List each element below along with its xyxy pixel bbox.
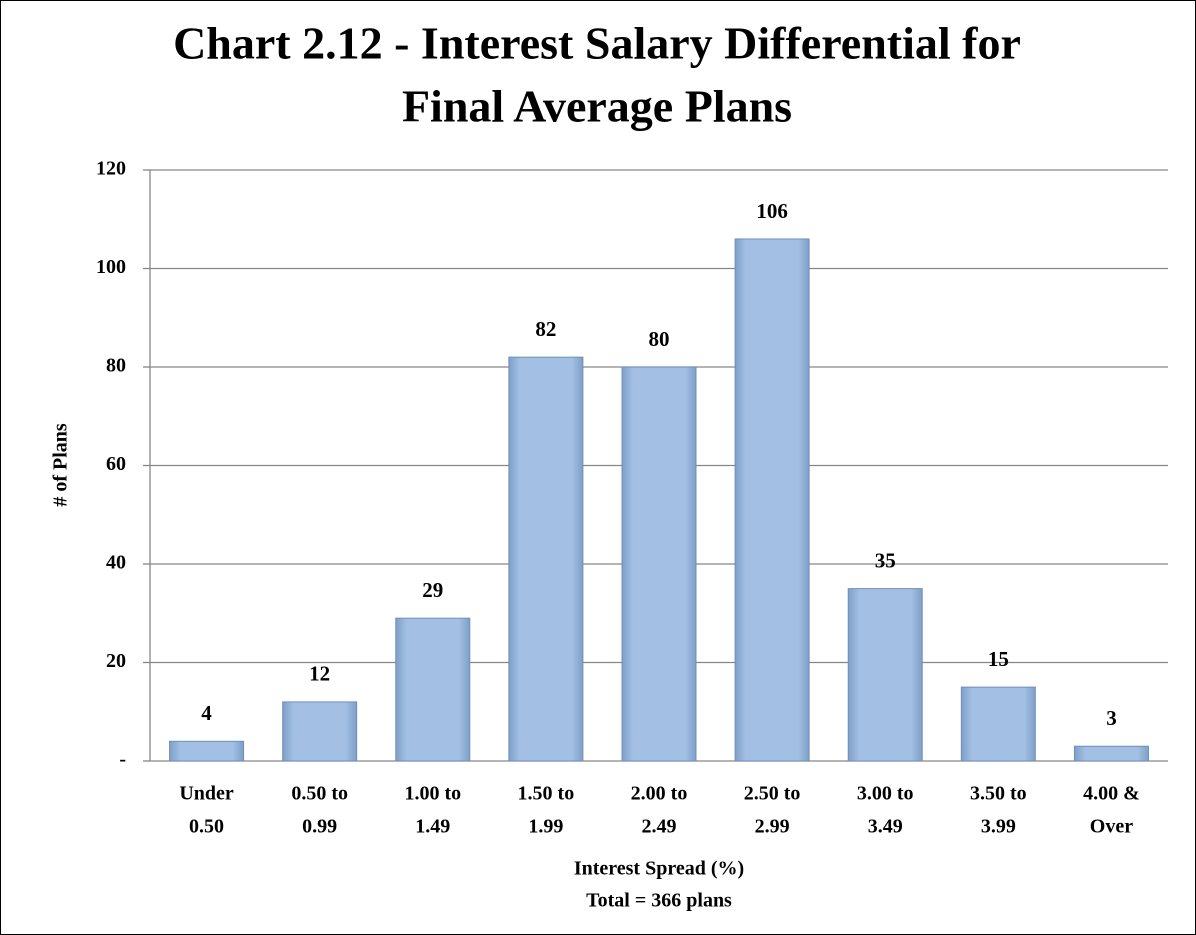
x-tick-label: 0.99 [302,816,337,838]
x-tick-label: 3.49 [868,816,903,838]
x-tick-label: 1.49 [415,816,450,838]
value-label: 80 [649,327,670,351]
y-axis-label: # of Plans [50,423,72,507]
x-tick-label: 2.00 to [631,783,688,805]
y-tick-label: 60 [106,453,126,475]
value-label: 12 [309,662,330,686]
x-tick-label: 1.99 [528,816,563,838]
x-tick-label: 4.00 & [1083,783,1140,805]
bar [282,701,358,762]
bar [960,686,1036,762]
value-label: 82 [535,317,556,341]
bar [621,366,697,762]
x-tick-label: 3.00 to [857,783,914,805]
x-tick-label: 3.99 [981,816,1016,838]
chart-title: Final Average Plans [402,81,792,132]
value-label: 15 [988,647,1009,671]
x-tick-label: 2.49 [642,816,677,838]
x-tick-label: 1.00 to [404,783,461,805]
y-tick-label: 20 [106,650,126,672]
bar [508,356,584,762]
bar [395,617,471,762]
bar [847,588,923,762]
x-axis-note: Total = 366 plans [586,890,732,912]
y-tick-label: - [119,749,126,771]
value-label: 29 [422,578,443,602]
x-tick-label: 0.50 to [291,783,348,805]
x-tick-label: 0.50 [189,816,224,838]
chart-title: Chart 2.12 - Interest Salary Differentia… [173,18,1021,69]
x-tick-label: 1.50 to [518,783,575,805]
value-label: 106 [756,199,788,223]
y-tick-label: 40 [106,552,126,574]
value-label: 35 [875,548,896,572]
y-tick-label: 80 [106,355,126,377]
x-axis-label: Interest Spread (%) [574,858,744,880]
x-tick-label: 2.99 [755,816,790,838]
x-tick-label: Over [1090,816,1133,838]
x-tick-label: Under [179,783,234,805]
y-tick-label: 120 [96,158,126,180]
bar [734,238,810,762]
bar [169,740,245,762]
x-tick-label: 3.50 to [970,783,1027,805]
bar [1073,745,1149,762]
value-label: 4 [201,701,212,725]
y-tick-label: 100 [96,256,126,278]
value-label: 3 [1106,706,1117,730]
x-tick-label: 2.50 to [744,783,801,805]
